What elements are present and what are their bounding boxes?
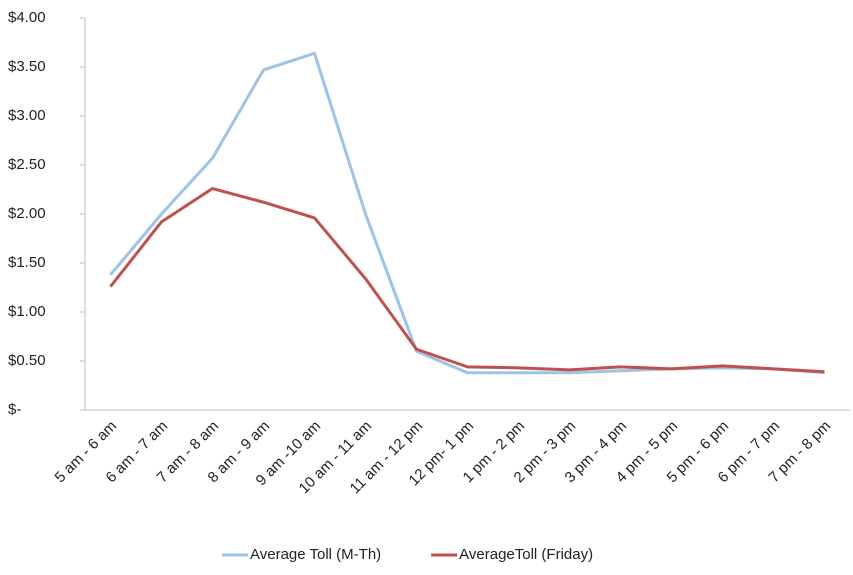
y-tick-label: $0.50 <box>8 352 46 369</box>
series-line <box>109 51 825 375</box>
y-tick-label: $1.50 <box>8 254 46 271</box>
legend-label: AverageToll (Friday) <box>459 546 593 563</box>
y-tick-label: $1.00 <box>8 303 46 320</box>
y-tick-label: $- <box>8 401 21 418</box>
legend-label: Average Toll (M-Th) <box>250 546 381 563</box>
y-tick-label: $3.00 <box>8 107 46 124</box>
series-line <box>109 187 825 374</box>
y-tick-label: $3.50 <box>8 58 46 75</box>
y-tick-label: $2.00 <box>8 205 46 222</box>
y-tick-label: $2.50 <box>8 156 46 173</box>
y-tick-label: $4.00 <box>8 9 46 26</box>
